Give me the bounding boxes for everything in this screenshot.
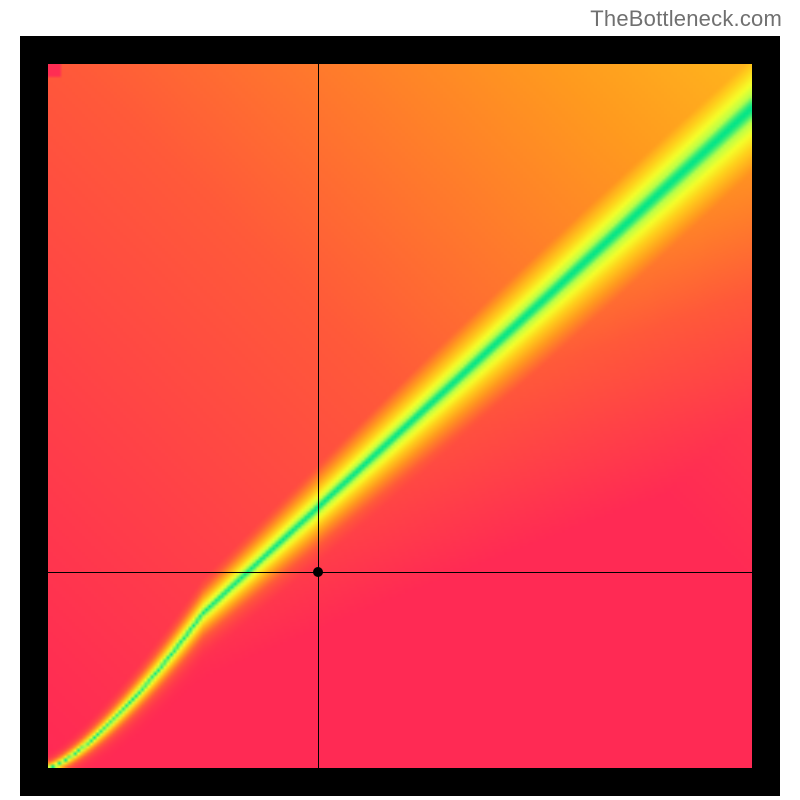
crosshair-marker: [313, 567, 323, 577]
crosshair-horizontal: [48, 572, 752, 573]
crosshair-vertical: [318, 64, 319, 768]
watermark-text: TheBottleneck.com: [590, 6, 782, 32]
chart-container: TheBottleneck.com: [0, 0, 800, 800]
heatmap-canvas: [48, 64, 752, 768]
